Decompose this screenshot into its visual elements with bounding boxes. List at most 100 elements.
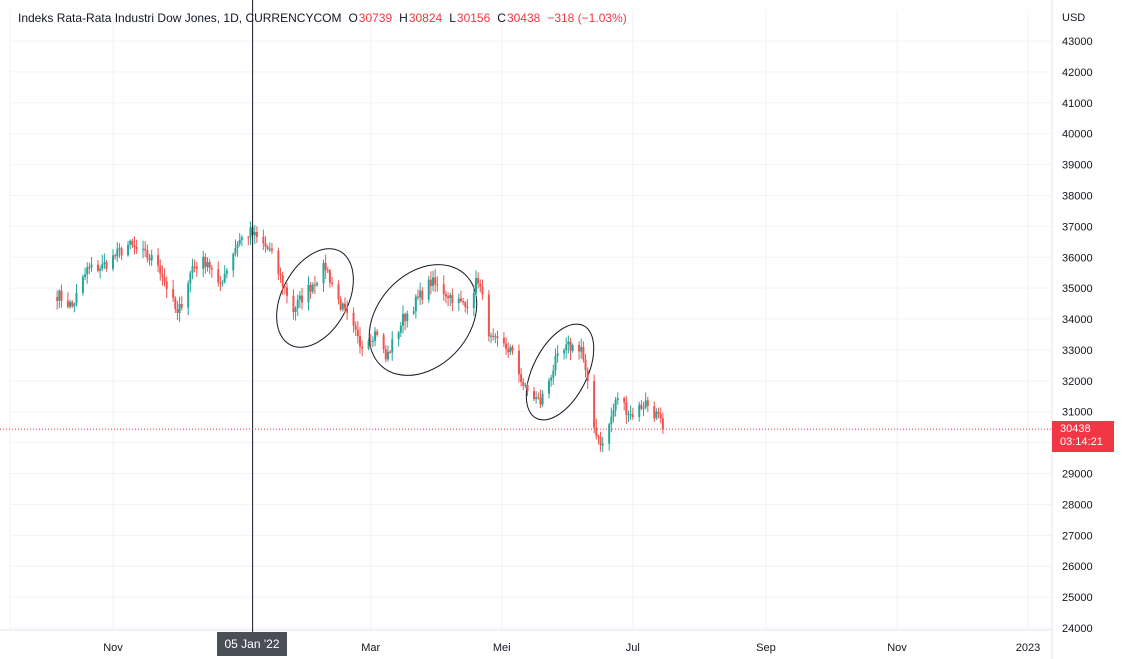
last-price-value: 30438 [1060, 423, 1091, 435]
candle-body [522, 382, 525, 386]
candle-body [238, 239, 241, 244]
candle-body [307, 284, 310, 303]
candle-body [101, 263, 104, 269]
candle-body [535, 397, 538, 400]
candle-body [210, 267, 213, 270]
candle-body [114, 255, 117, 257]
candle-body [359, 336, 362, 347]
time-tick-label: Nov [887, 642, 907, 654]
candle-body [526, 385, 529, 392]
candle-body [232, 253, 235, 271]
candle-body [268, 248, 271, 250]
price-tick-label: 24000 [1062, 623, 1093, 635]
candle-body [417, 296, 419, 298]
candle-body [193, 266, 196, 268]
candle-body [646, 400, 649, 406]
time-tick-label: Mei [493, 642, 511, 654]
candle-body [384, 349, 387, 360]
candle-body [165, 281, 168, 290]
time-tick-label: Nov [103, 642, 123, 654]
candle-body [157, 255, 160, 266]
candle-body [404, 313, 407, 322]
candle-body [90, 264, 93, 268]
candle-body [279, 273, 282, 276]
candle-body [240, 237, 243, 240]
candle-body [356, 329, 359, 337]
candle-body [337, 284, 340, 300]
high-label: H [399, 11, 408, 25]
candle-body [449, 295, 452, 299]
candle-body [655, 411, 658, 419]
candle-body [163, 277, 166, 282]
ellipse-drawing [276, 248, 354, 348]
candle-body [371, 340, 374, 342]
candle-body [457, 298, 460, 304]
candle-body [339, 299, 342, 310]
candle-body [532, 391, 535, 400]
candle-body [60, 290, 63, 301]
candle-body [129, 240, 132, 245]
price-tick-label: 31000 [1062, 407, 1093, 419]
candle-body [56, 297, 59, 301]
price-tick-label: 41000 [1062, 98, 1093, 110]
candle-body [88, 267, 91, 269]
close-value: 30438 [506, 11, 541, 25]
candle-body [434, 277, 437, 285]
candle-body [58, 290, 61, 301]
price-tick-label: 37000 [1062, 221, 1093, 233]
candle-body [442, 284, 445, 295]
candle-body [187, 283, 190, 308]
candle-body [142, 248, 145, 250]
price-tick-label: 27000 [1062, 530, 1093, 542]
candle-body [343, 303, 346, 309]
candle-body [208, 262, 211, 268]
candle-body [131, 240, 134, 246]
candle-body [146, 250, 149, 259]
candle-body [509, 346, 512, 353]
candle-body [376, 331, 379, 335]
time-axis[interactable]: Nov Mar Mei Jul Sep Nov 2023 [103, 642, 1040, 654]
candle-body [406, 313, 409, 322]
candle-body [640, 404, 643, 409]
candle-body [552, 370, 555, 378]
price-axis[interactable]: USD2400025000260002700028000290003000031… [1062, 12, 1093, 635]
candle-body [69, 301, 72, 307]
candle-body [354, 325, 357, 330]
candle-body [266, 246, 269, 249]
candle-body [447, 296, 450, 299]
candle-body [412, 311, 415, 314]
candle-body [616, 398, 619, 401]
candle-body [459, 298, 462, 302]
candle-body [316, 283, 319, 286]
candle-body [99, 268, 102, 271]
candle-body [541, 393, 544, 405]
candle-body [567, 341, 570, 345]
candle-body [569, 341, 572, 351]
candle-body [180, 303, 183, 308]
candle-body [517, 350, 520, 375]
candle-body [178, 303, 181, 313]
candle-body [608, 424, 611, 444]
candle-body [234, 247, 237, 254]
candle-body [281, 275, 284, 287]
price-tick-label: 42000 [1062, 67, 1093, 79]
candle-body [204, 256, 207, 268]
candle-body [135, 247, 138, 250]
price-tick-label: 29000 [1062, 469, 1093, 481]
price-tick-label: 38000 [1062, 190, 1093, 202]
candle-body [580, 346, 583, 352]
candle-body [262, 236, 265, 244]
open-value: 30739 [358, 11, 393, 25]
candle-body [584, 359, 587, 371]
grid-lines [0, 0, 1053, 659]
candle-body [399, 325, 402, 333]
candle-body [189, 272, 192, 284]
candle-body [659, 413, 662, 419]
price-tick-label: 33000 [1062, 345, 1093, 357]
candle-body [565, 344, 568, 351]
price-tick-label: 26000 [1062, 561, 1093, 573]
candle-body [236, 243, 239, 248]
candle-body [73, 303, 76, 307]
